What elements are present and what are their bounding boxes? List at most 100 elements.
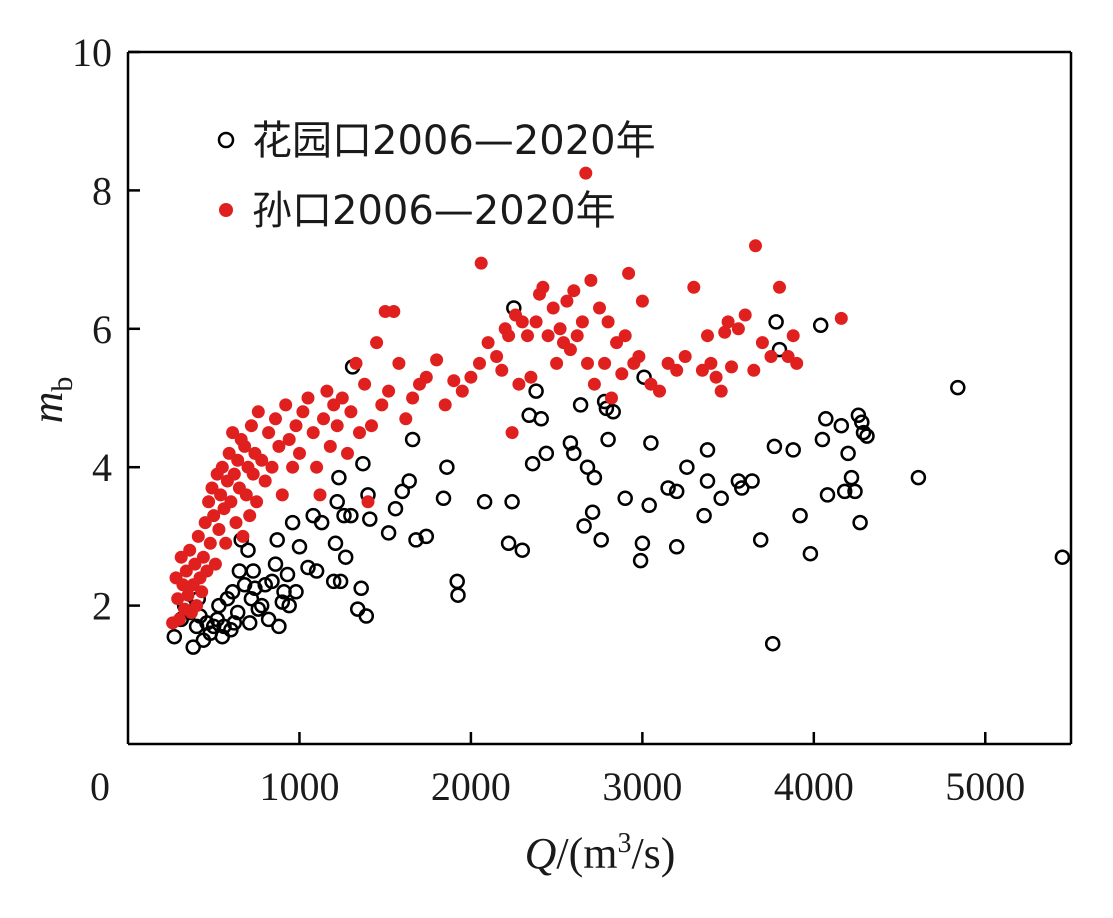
data-point-red-dot (399, 412, 413, 426)
data-point-red-dot (265, 460, 279, 474)
data-point-black-circle (768, 314, 784, 330)
data-point-black-circle (243, 590, 260, 607)
data-point-black-circle (476, 494, 493, 510)
data-point-red-dot (313, 488, 327, 502)
data-point-red-dot (584, 273, 598, 287)
data-point-red-dot (615, 367, 629, 381)
data-point-black-circle (764, 635, 781, 652)
data-point-red-dot (721, 315, 735, 329)
x-axis-title: Q/(m3/s) (525, 828, 676, 878)
data-point-red-dot (550, 356, 564, 370)
data-point-red-dot (183, 543, 197, 557)
data-point-red-dot (512, 377, 526, 391)
y-tick-label: 8 (92, 168, 112, 213)
origin-label: 0 (90, 764, 110, 809)
data-point-black-circle (332, 573, 349, 590)
data-point-red-dot (834, 311, 848, 325)
data-point-red-dot (536, 280, 550, 294)
data-point-black-circle (264, 573, 280, 590)
data-point-red-dot (196, 550, 210, 564)
series-red-dots (166, 166, 848, 630)
y-axis-title: mb (23, 377, 79, 424)
data-point-red-dot (361, 495, 375, 509)
y-tick-label: 2 (92, 584, 112, 629)
data-point-red-dot (335, 391, 349, 405)
data-point-red-dot (301, 391, 315, 405)
data-point-red-dot (419, 370, 433, 384)
data-point-black-circle (586, 469, 603, 486)
data-point-red-dot (258, 474, 272, 488)
data-point-red-dot (541, 329, 555, 343)
data-point-black-circle (699, 473, 716, 489)
data-point-red-dot (349, 356, 363, 370)
data-point-black-circle (752, 532, 769, 548)
data-point-red-dot (172, 612, 186, 626)
data-point-black-circle (325, 573, 342, 590)
data-point-black-circle (188, 618, 205, 635)
data-point-black-circle (337, 549, 354, 565)
data-point-red-dot (601, 315, 615, 329)
data-point-black-circle (336, 507, 352, 524)
data-point-black-circle (327, 535, 344, 552)
data-point-black-circle (331, 469, 347, 486)
legend: 花园口2006—2020年 孙口2006—2020年 (217, 118, 656, 234)
data-point-red-dot (406, 391, 420, 405)
data-point-red-dot (296, 405, 310, 419)
data-point-black-circle (418, 528, 435, 545)
data-point-black-circle (641, 497, 657, 514)
data-point-black-circle (524, 455, 541, 472)
legend-label-huayuankou: 花园口2006—2020年 (252, 118, 656, 164)
data-point-red-dot (365, 419, 378, 433)
y-axis-ticks: 2 4 6 8 10 (72, 30, 140, 629)
data-point-red-dot (438, 398, 452, 412)
data-point-red-dot (718, 325, 732, 339)
x-tick-label: 2000 (431, 764, 511, 809)
data-point-red-dot (243, 509, 257, 523)
data-point-black-circle (696, 507, 712, 524)
data-point-red-dot (250, 495, 264, 509)
x-axis-ticks: 1000 2000 3000 4000 5000 (259, 732, 1025, 809)
y-tick-label: 10 (72, 30, 112, 75)
x-tick-label: 5000 (945, 764, 1025, 809)
y-tick-label: 4 (92, 445, 112, 490)
data-point-black-circle (833, 417, 850, 434)
data-point-black-circle (566, 445, 582, 462)
data-point-black-circle (271, 618, 287, 635)
data-point-red-dot (670, 363, 684, 377)
data-point-red-dot (704, 356, 718, 370)
data-point-red-dot (392, 356, 406, 370)
data-point-red-dot (224, 495, 238, 509)
data-point-black-circle (355, 455, 371, 472)
data-point-black-circle (668, 539, 685, 555)
data-point-red-dot (474, 256, 488, 270)
x-tick-label: 3000 (602, 764, 682, 809)
data-point-black-circle (713, 490, 729, 507)
data-point-black-circle (226, 615, 243, 631)
data-point-red-dot (293, 446, 306, 460)
data-point-black-circle (617, 490, 633, 507)
data-point-black-circle (329, 494, 345, 510)
data-point-red-dot (171, 592, 185, 606)
data-point-red-dot (208, 557, 222, 571)
data-point-red-dot (731, 322, 745, 336)
data-point-red-dot (215, 460, 229, 474)
data-point-red-dot (207, 509, 221, 523)
data-point-black-circle (185, 639, 201, 655)
data-point-black-circle (250, 601, 267, 617)
data-point-black-circle (660, 480, 676, 496)
data-point-red-dot (515, 315, 529, 329)
data-point-red-dot (219, 536, 233, 550)
data-point-black-circle (852, 514, 868, 531)
svg-text:mb: mb (23, 377, 79, 424)
data-point-black-circle (528, 383, 544, 399)
data-point-red-dot (269, 412, 282, 426)
data-point-red-dot (191, 529, 205, 543)
data-point-black-circle (284, 514, 301, 531)
data-point-red-dot (330, 419, 344, 433)
data-point-red-dot (246, 467, 260, 481)
x-axis-symbol: Q (525, 829, 557, 878)
data-point-black-circle (269, 532, 285, 548)
data-point-red-dot (229, 516, 243, 530)
data-point-red-dot (227, 467, 241, 481)
data-point-red-dot (505, 426, 519, 440)
